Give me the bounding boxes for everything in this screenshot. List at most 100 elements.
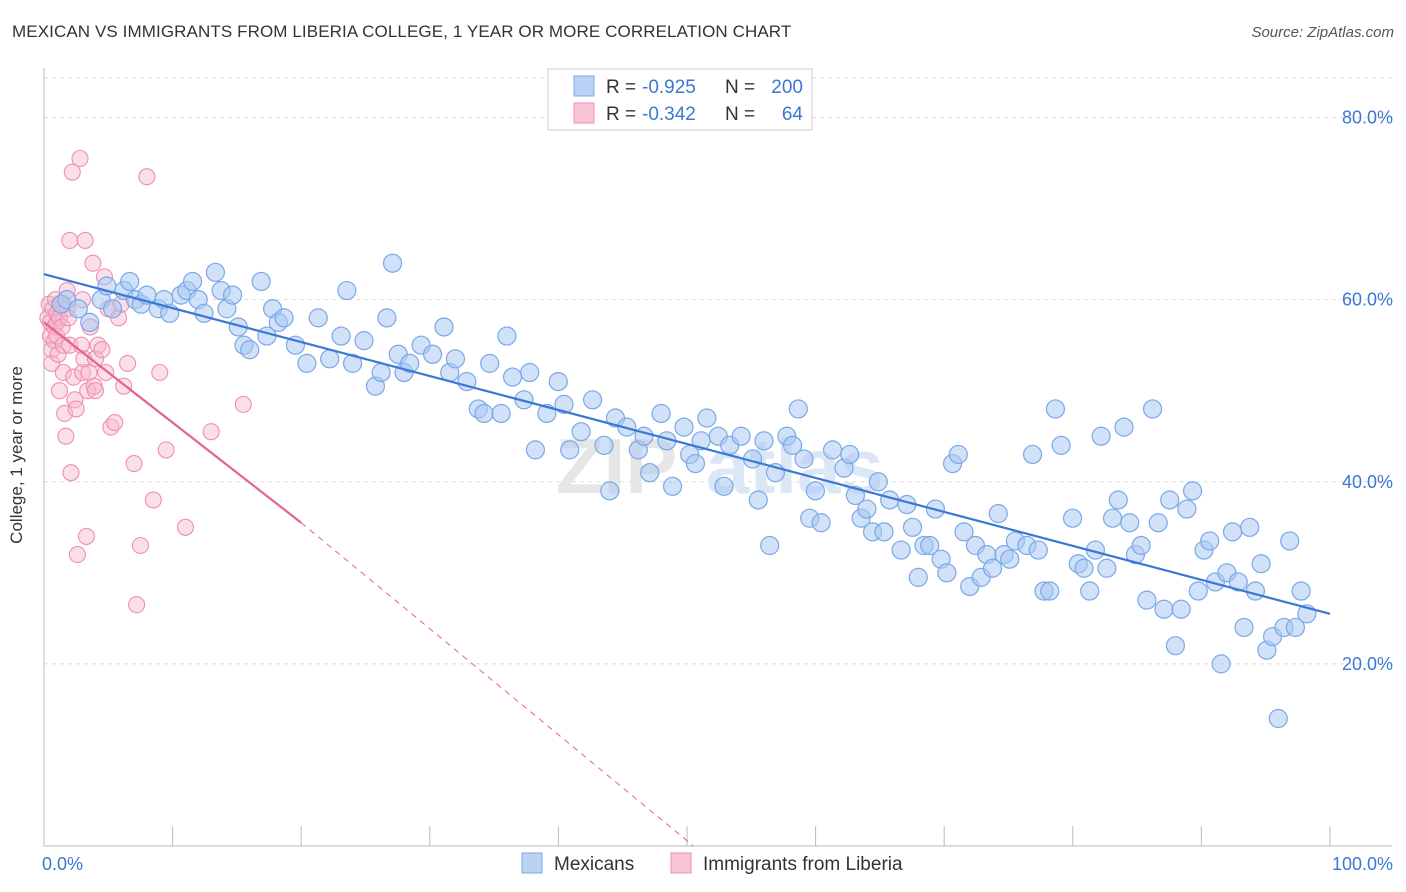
x-tick-label-end: 100.0% — [1332, 854, 1393, 874]
liberia-point — [202, 423, 220, 441]
mexicans-point — [811, 513, 831, 533]
liberia-point — [86, 382, 104, 400]
mexicans-point — [491, 403, 511, 424]
mexicans-point — [102, 299, 123, 319]
mexicans-point — [948, 444, 968, 465]
mexicans-point — [988, 504, 1008, 524]
mexicans-point — [371, 362, 391, 383]
mexicans-point — [354, 331, 374, 351]
mexicans-point — [1160, 490, 1180, 510]
mexicans-point — [845, 485, 866, 506]
mexicans-point — [805, 481, 826, 501]
mexicans-point — [308, 308, 328, 328]
mexicans-point — [1114, 417, 1134, 437]
mexicans-point — [474, 403, 494, 424]
mexicans-point — [445, 349, 466, 369]
liberia-point — [151, 363, 169, 382]
mexicans-point — [520, 362, 540, 383]
mexicans-point — [908, 567, 928, 587]
mexicans-point — [1097, 558, 1117, 578]
mexicans-point — [1177, 499, 1197, 519]
liberia-point — [48, 327, 66, 345]
mexicans-point — [582, 390, 603, 410]
mexicans-point — [251, 271, 271, 292]
mexicans-point — [548, 372, 568, 392]
mexicans-point — [80, 312, 100, 333]
mexicans-point — [1280, 531, 1300, 551]
liberia-point — [86, 350, 104, 368]
liberia-point — [144, 491, 162, 509]
mexicans-point — [274, 308, 294, 328]
liberia-points — [39, 149, 252, 614]
mexicans-point — [760, 535, 780, 556]
mexicans-point — [1171, 599, 1191, 619]
mexicans-point — [640, 463, 660, 483]
liberia-point — [63, 163, 81, 181]
mexicans-point — [822, 440, 843, 460]
liberia-point — [131, 536, 149, 555]
liberia-point — [61, 336, 79, 354]
mexicans-point — [1108, 490, 1128, 510]
mexicans-point — [502, 367, 523, 387]
legend-r-value: -0.925 — [642, 77, 696, 98]
mexicans-point — [297, 353, 317, 373]
mexicans-point — [205, 262, 226, 282]
mexicans-point — [1142, 399, 1163, 419]
chart-title: MEXICAN VS IMMIGRANTS FROM LIBERIA COLLE… — [12, 22, 792, 41]
mexicans-point — [1291, 581, 1311, 601]
mexicans-point — [1120, 513, 1140, 533]
y-tick-label: 40.0% — [1342, 472, 1393, 492]
liberia-point — [49, 345, 67, 363]
mexicans-point — [1051, 435, 1071, 455]
mexicans-point — [1268, 708, 1288, 729]
x-tick-label-start: 0.0% — [42, 854, 83, 874]
legend-n-label: N = — [725, 77, 755, 98]
mexicans-point — [1188, 581, 1208, 601]
mexicans-point — [600, 481, 620, 501]
mexicans-point — [982, 558, 1003, 578]
liberia-point — [53, 318, 71, 336]
legend-n-label: N = — [725, 104, 755, 125]
bottom-legend-label-liberia: Immigrants from Liberia — [703, 854, 903, 875]
mexicans-point — [1137, 590, 1157, 610]
liberia-point — [234, 395, 252, 413]
mexicans-point — [560, 440, 580, 460]
mexicans-point — [857, 499, 877, 519]
liberia-point — [50, 382, 68, 400]
liberia-point — [68, 546, 86, 564]
liberia-point — [128, 596, 146, 614]
mexicans-point — [1080, 581, 1100, 601]
liberia-point — [125, 455, 143, 473]
liberia-trend-extension — [300, 522, 694, 847]
mexicans-point — [182, 271, 203, 292]
mexicans-point — [874, 522, 894, 542]
source-label: Source: ZipAtlas.com — [1251, 24, 1394, 41]
liberia-point — [67, 400, 85, 418]
legend-n-value: 64 — [782, 104, 804, 125]
mexicans-point — [920, 535, 940, 556]
mexicans-point — [1182, 481, 1203, 501]
mexicans-point — [434, 317, 454, 337]
mexicans-point — [868, 472, 888, 492]
mexicans-point — [662, 476, 683, 496]
mexicans-trend-line — [43, 273, 1331, 615]
liberia-point — [74, 363, 92, 382]
bottom-legend-swatch-liberia — [670, 852, 692, 874]
liberia-point — [84, 254, 102, 272]
mexicans-point — [937, 563, 957, 583]
mexicans-point — [902, 517, 923, 537]
mexicans-point — [320, 349, 340, 369]
bottom-legend-label-mexicans: Mexicans — [554, 854, 634, 875]
liberia-point — [93, 341, 111, 359]
mexicans-points — [51, 253, 1317, 729]
mexicans-point — [1000, 549, 1020, 569]
mexicans-point — [714, 476, 734, 496]
liberia-point — [106, 414, 124, 432]
mexicans-point — [222, 285, 243, 305]
mexicans-point — [594, 435, 614, 455]
liberia-point — [54, 363, 72, 382]
liberia-point — [43, 354, 61, 372]
mexicans-point — [337, 280, 357, 301]
bottom-legend-swatch-mexicans — [521, 852, 543, 874]
